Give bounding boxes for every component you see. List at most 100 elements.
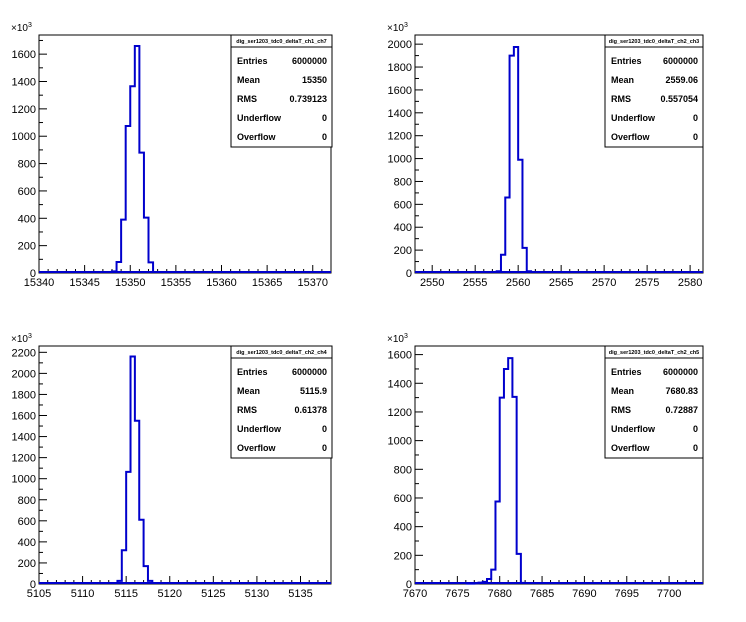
stats-label: Underflow [237, 113, 282, 123]
histogram-line [495, 46, 533, 273]
stats-value: 0 [693, 113, 698, 123]
y-tick-label: 1400 [12, 432, 36, 444]
x-tick-label: 7700 [657, 588, 681, 600]
histogram-line [116, 355, 154, 584]
y-exponent-label: ×103 [11, 333, 32, 345]
stats-value: 0 [322, 424, 327, 434]
stats-title: dig_ser1203_tdc0_deltaT_ch2_ch4 [236, 350, 327, 356]
stats-label: Entries [237, 56, 268, 66]
histogram-pad-1: 15340 15345 15350 15355 15360 15365 15370 0 200 4… [11, 22, 333, 289]
y-tick-label: 1200 [12, 104, 36, 116]
stats-box: dig_ser1203_tdc0_deltaT_ch2_ch3 Entries 60… [604, 34, 704, 148]
stats-label: Mean [611, 386, 634, 396]
y-tick-label: 1000 [388, 154, 412, 166]
x-tick-label: 5135 [288, 588, 312, 600]
stats-box: dig_ser1203_tdc0_deltaT_ch2_ch4 Entries 60… [230, 345, 333, 459]
y-exponent-power: 3 [404, 333, 408, 340]
y-exponent-label: ×103 [11, 22, 32, 34]
x-tick-label: 7690 [572, 588, 596, 600]
x-tick-label: 7695 [615, 588, 639, 600]
stats-label: Mean [237, 386, 260, 396]
stats-title: dig_ser1203_tdc0_deltaT_ch2_ch3 [609, 39, 700, 45]
y-tick-label: 1400 [388, 108, 412, 120]
x-tick-label: 2550 [420, 277, 444, 289]
y-exponent-power: 3 [28, 333, 32, 340]
x-tick-label: 15365 [252, 277, 283, 289]
y-tick-label: 400 [18, 213, 36, 225]
stats-value: 0.739123 [289, 94, 327, 104]
y-tick-label: 1200 [388, 407, 412, 419]
stats-label: Entries [237, 367, 268, 377]
y-tick-label: 0 [406, 268, 412, 280]
stats-label: Mean [611, 75, 634, 85]
stats-value: 0 [322, 443, 327, 453]
x-tick-label: 2560 [506, 277, 530, 289]
y-exponent-power: 3 [28, 22, 32, 29]
stats-value: 0 [693, 132, 698, 142]
x-tick-label: 5105 [27, 588, 51, 600]
y-tick-label: 800 [18, 495, 36, 507]
stats-value: 0.72887 [665, 405, 698, 415]
stats-label: Entries [611, 56, 642, 66]
stats-box-frame [230, 345, 333, 459]
y-tick-label: 1000 [12, 474, 36, 486]
x-tick-label: 2555 [463, 277, 487, 289]
stats-value: 6000000 [292, 56, 327, 66]
y-tick-label: 2000 [388, 39, 412, 51]
stats-value: 5115.9 [300, 386, 327, 396]
x-tick-label: 15340 [24, 277, 55, 289]
y-tick-label: 400 [394, 522, 412, 534]
x-tick-label: 2580 [678, 277, 702, 289]
stats-label: Underflow [237, 424, 282, 434]
y-exponent-label: ×103 [387, 333, 408, 345]
stats-label: Overflow [237, 132, 277, 142]
y-tick-label: 2000 [12, 368, 36, 380]
stats-title: dig_ser1203_tdc0_deltaT_ch2_ch5 [609, 350, 700, 356]
y-tick-label: 1600 [12, 411, 36, 423]
stats-label: Underflow [611, 113, 656, 123]
stats-value: 6000000 [663, 367, 698, 377]
y-tick-label: 1400 [388, 378, 412, 390]
y-tick-label: 800 [18, 159, 36, 171]
stats-value: 7680.83 [665, 386, 698, 396]
histogram-pad-2: 2550 2555 2560 2565 2570 2575 2580 0 200 400 600 80… [387, 22, 704, 289]
x-tick-label: 15355 [161, 277, 192, 289]
y-tick-label: 1000 [388, 436, 412, 448]
stats-value: 0 [322, 132, 327, 142]
y-exponent-power: 3 [404, 22, 408, 29]
x-tick-label: 7685 [530, 588, 554, 600]
x-tick-label: 5110 [71, 588, 95, 600]
stats-value: 0 [693, 424, 698, 434]
x-tick-label: 15345 [69, 277, 100, 289]
y-tick-label: 1400 [12, 77, 36, 89]
x-tick-label: 5120 [158, 588, 182, 600]
y-tick-label: 0 [406, 579, 412, 591]
x-tick-label: 15360 [206, 277, 237, 289]
x-tick-label: 5130 [245, 588, 269, 600]
y-tick-label: 400 [18, 537, 36, 549]
y-tick-label: 2200 [12, 347, 36, 359]
stats-label: Overflow [611, 132, 651, 142]
stats-box-frame [604, 34, 704, 148]
y-tick-label: 600 [394, 199, 412, 211]
stats-value: 0 [322, 113, 327, 123]
y-tick-label: 200 [18, 241, 36, 253]
x-tick-label: 15370 [297, 277, 328, 289]
y-tick-label: 1200 [12, 453, 36, 465]
stats-value: 2559.06 [665, 75, 698, 85]
stats-label: RMS [237, 94, 257, 104]
y-tick-label: 1000 [12, 131, 36, 143]
stats-label: Underflow [611, 424, 656, 434]
stats-box-frame [230, 34, 333, 148]
stats-label: Entries [611, 367, 642, 377]
histogram-line [464, 357, 527, 585]
y-tick-label: 800 [394, 176, 412, 188]
stats-value: 0 [693, 443, 698, 453]
y-tick-label: 1600 [388, 85, 412, 97]
y-tick-label: 1600 [12, 49, 36, 61]
y-tick-label: 200 [394, 550, 412, 562]
stats-value: 15350 [302, 75, 327, 85]
stats-box: dig_ser1203_tdc0_deltaT_ch1_ch7 Entries 60… [230, 34, 333, 148]
y-tick-label: 400 [394, 222, 412, 234]
